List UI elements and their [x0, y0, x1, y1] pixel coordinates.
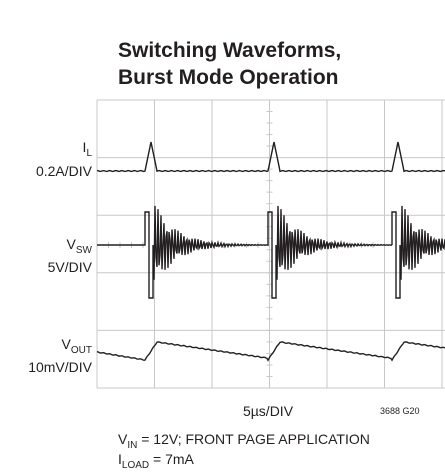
channel-label: VOUT [62, 336, 92, 356]
waveforms [96, 141, 445, 362]
note: VIN = 12V; FRONT PAGE APPLICATION [118, 431, 370, 451]
figure-id: 3688 G20 [380, 406, 420, 416]
waveform [97, 205, 445, 299]
note: ILOAD = 7mA [118, 451, 195, 471]
channel-label: VSW [67, 236, 93, 256]
x-label: 5µs/DIV [243, 403, 294, 419]
title-line: Switching Waveforms, [118, 39, 341, 62]
waveform [96, 141, 445, 173]
waveform [96, 341, 445, 362]
title-line: Burst Mode Operation [118, 66, 339, 89]
channel-scale: 0.2A/DIV [36, 163, 93, 179]
channel-label: IL [83, 139, 93, 159]
channel-scale: 10mV/DIV [28, 359, 92, 375]
channel-scale: 5V/DIV [48, 259, 93, 275]
